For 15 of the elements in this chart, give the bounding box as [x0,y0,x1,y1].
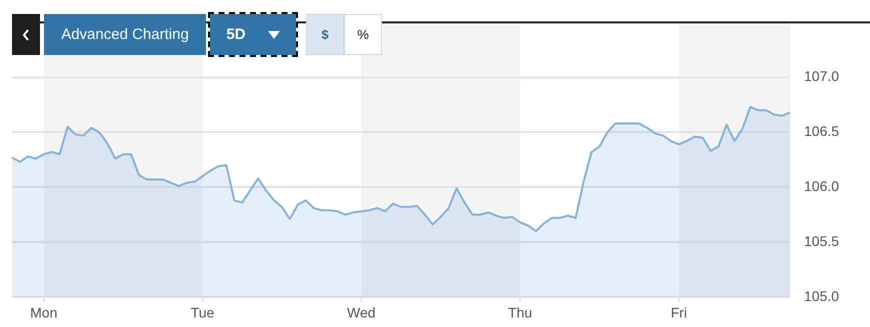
x-tick-label: Thu [508,304,532,320]
percent-toggle: % [344,14,382,55]
x-tick-label: Wed [347,304,376,320]
y-tick-label: 105.5 [804,232,840,249]
y-tick-label: 105.0 [804,288,840,304]
x-tick-label: Fri [670,304,688,320]
dollar-toggle: $ [306,14,344,55]
annotation: 5D [226,26,246,43]
period-dropdown: 5D [210,14,296,55]
x-tick-label: Mon [30,304,58,320]
x-tick-label: Tue [190,304,215,320]
y-tick-label: 106.5 [804,123,840,140]
y-tick-label: 107.0 [804,68,840,84]
advanced-charting-button: Advanced Charting [44,14,206,55]
y-tick-label: 106.0 [804,178,840,194]
